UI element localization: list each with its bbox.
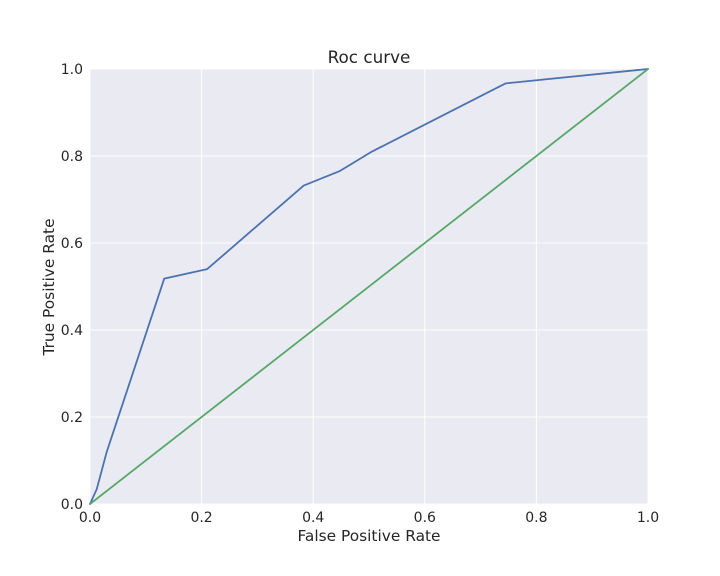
y-tick-label: 0.2 xyxy=(61,410,83,426)
chart-title: Roc curve xyxy=(328,47,411,67)
y-tick-label: 1.0 xyxy=(61,62,83,78)
y-axis-label: True Positive Rate xyxy=(40,218,58,356)
x-tick-label: 1.0 xyxy=(637,510,659,526)
x-axis-label: False Positive Rate xyxy=(297,527,440,545)
grid xyxy=(89,68,649,505)
y-axis-ticks: 0.0 0.2 0.4 0.6 0.8 1.0 xyxy=(61,62,83,513)
x-tick-label: 0.6 xyxy=(414,510,436,526)
y-tick-label: 0.8 xyxy=(61,149,83,165)
x-tick-label: 0.0 xyxy=(79,510,101,526)
y-tick-label: 0.4 xyxy=(61,323,83,339)
x-axis-ticks: 0.0 0.2 0.4 0.6 0.8 1.0 xyxy=(79,510,659,526)
x-tick-label: 0.8 xyxy=(525,510,547,526)
roc-curve-line xyxy=(89,68,649,505)
series-group xyxy=(89,68,649,505)
y-tick-label: 0.6 xyxy=(61,236,83,252)
diagonal-reference-line xyxy=(89,68,649,505)
y-tick-label: 0.0 xyxy=(61,497,83,513)
x-tick-label: 0.2 xyxy=(190,510,212,526)
x-tick-label: 0.4 xyxy=(302,510,324,526)
